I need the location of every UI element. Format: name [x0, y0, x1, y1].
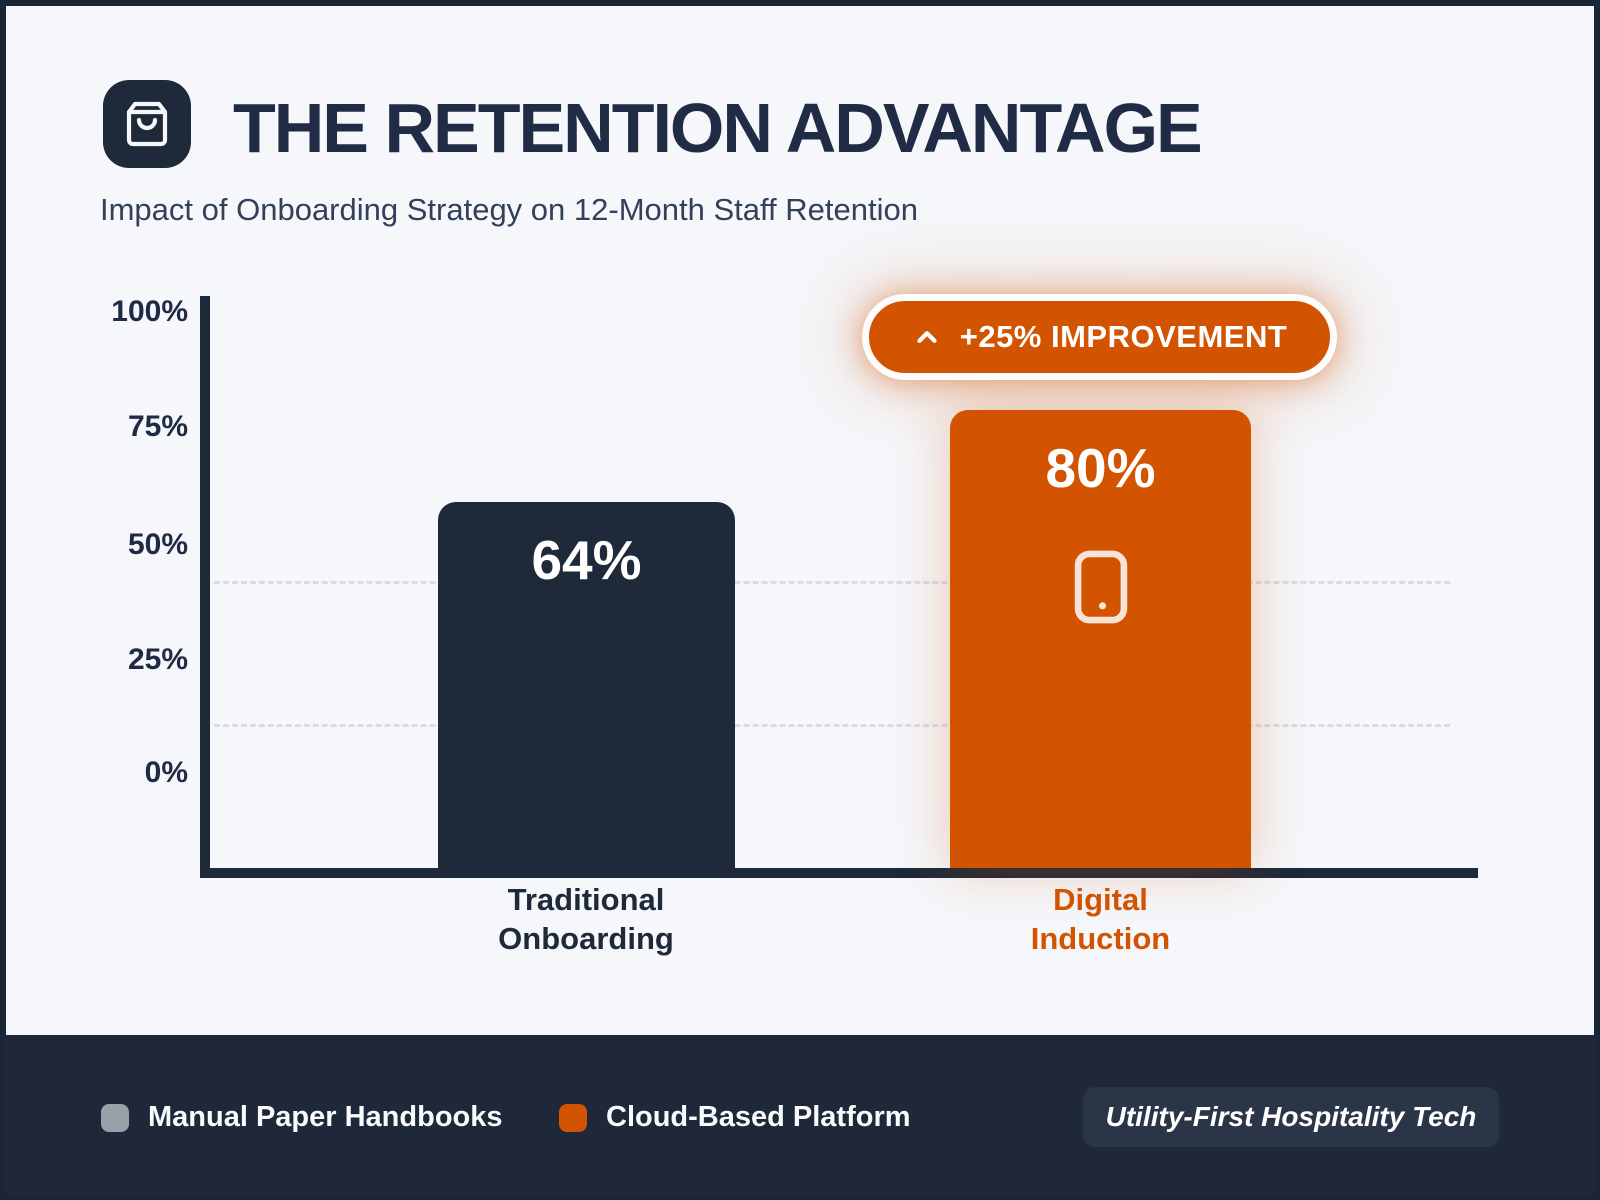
bar-value-digital: 80%	[1045, 437, 1156, 500]
bar-value-traditional: 64%	[531, 528, 642, 591]
page-title: THE RETENTION ADVANTAGE	[233, 89, 1203, 167]
brand-tagline-box: Utility-First Hospitality Tech	[1083, 1087, 1499, 1147]
legend-swatch-gray	[101, 1103, 129, 1132]
x-label-line1: Digital	[1053, 882, 1148, 917]
bar-chart-plot: 64% 80%	[210, 296, 1478, 868]
y-tick-25: 25%	[127, 643, 188, 676]
x-label-digital-induction: Digital Induction	[950, 880, 1251, 958]
gridline-25	[214, 0, 1450, 3]
x-axis-line	[200, 868, 1478, 878]
legend-item-manual-paper-handbooks: Manual Paper Handbooks	[101, 1035, 503, 1200]
improvement-badge-label: +25% IMPROVEMENT	[959, 319, 1288, 354]
y-tick-75: 75%	[127, 410, 188, 443]
y-tick-0: 0%	[144, 756, 188, 789]
y-tick-100: 100%	[111, 295, 188, 328]
smartphone-icon	[1073, 548, 1129, 631]
x-label-traditional-onboarding: Traditional Onboarding	[436, 880, 736, 958]
bar-digital-induction: 80%	[950, 410, 1251, 868]
footer: Manual Paper Handbooks Cloud-Based Platf…	[0, 1035, 1600, 1200]
y-tick-50: 50%	[127, 528, 188, 561]
legend-item-cloud-based-platform: Cloud-Based Platform	[559, 1035, 911, 1200]
x-label-line2: Onboarding	[498, 921, 674, 956]
legend-swatch-orange	[559, 1103, 587, 1132]
brand-tagline: Utility-First Hospitality Tech	[1105, 1101, 1477, 1132]
x-label-line1: Traditional	[507, 882, 665, 917]
legend-label: Manual Paper Handbooks	[148, 1101, 503, 1133]
x-label-line2: Induction	[1030, 921, 1171, 956]
chart-subtitle: Impact of Onboarding Strategy on 12-Mont…	[100, 192, 918, 227]
chevron-up-icon	[917, 331, 937, 343]
improvement-badge: +25% IMPROVEMENT	[862, 294, 1337, 380]
gridline-100	[214, 581, 1450, 584]
shopping-bag-glyph	[126, 101, 168, 147]
bar-traditional-onboarding: 64%	[438, 501, 735, 868]
legend-label: Cloud-Based Platform	[606, 1101, 911, 1133]
y-axis-line	[200, 296, 210, 876]
gridline-75	[214, 724, 1450, 727]
shopping-bag-icon	[103, 80, 191, 168]
